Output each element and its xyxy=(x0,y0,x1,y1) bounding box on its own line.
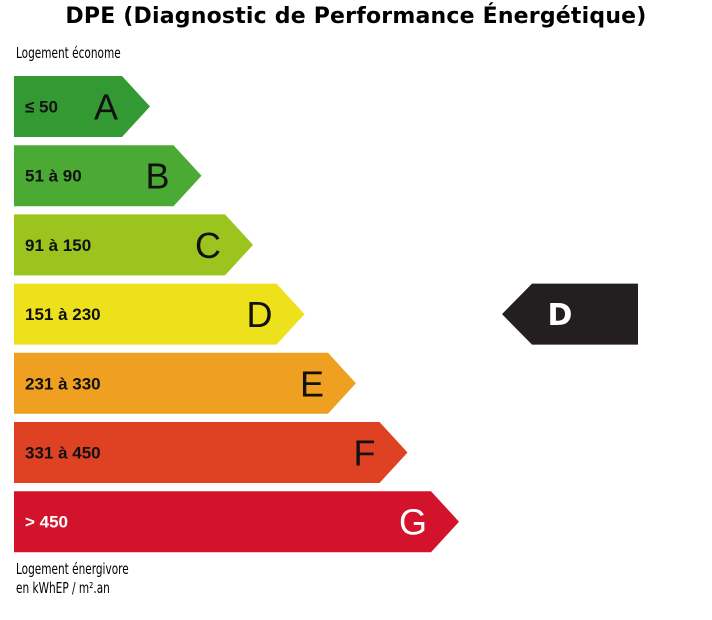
class-letter-d: D xyxy=(247,294,273,335)
rating-bar-e: 231 à 330 E xyxy=(14,352,356,414)
rating-bar-d: 151 à 230 D xyxy=(14,283,305,345)
rating-bar-shape-a xyxy=(14,76,150,137)
rating-bar-f: 331 à 450 F xyxy=(14,422,408,483)
rating-bar-shape-e xyxy=(14,352,356,414)
class-letter-g: G xyxy=(399,502,427,543)
range-label-a: ≤ 50 xyxy=(25,98,58,117)
unit-label: en kWhEP / m².an xyxy=(16,579,110,597)
class-letter-e: E xyxy=(300,363,324,404)
range-label-b: 51 à 90 xyxy=(25,167,82,186)
rating-bar-shape-d xyxy=(14,283,305,345)
current-rating-arrow xyxy=(502,283,638,345)
rating-bar-c: 91 à 150 C xyxy=(14,214,253,276)
rating-bar-b: 51 à 90 B xyxy=(14,145,202,207)
current-rating-indicator: D xyxy=(502,283,638,345)
rating-bar-shape-b xyxy=(14,145,202,207)
efficient-label: Logement économe xyxy=(16,44,121,62)
range-label-e: 231 à 330 xyxy=(25,374,101,393)
range-label-f: 331 à 450 xyxy=(25,444,101,463)
inefficient-label: Logement énergivore en kWhEP / m².an xyxy=(16,560,129,598)
inefficient-label-line1: Logement énergivore xyxy=(16,560,129,578)
range-label-d: 151 à 230 xyxy=(25,305,101,324)
rating-bar-shape-g xyxy=(14,491,459,553)
range-label-g: > 450 xyxy=(25,513,68,532)
rating-bar-a: ≤ 50 A xyxy=(14,76,150,137)
class-letter-c: C xyxy=(195,225,221,266)
range-label-c: 91 à 150 xyxy=(25,236,91,255)
rating-bar-shape-f xyxy=(14,422,408,483)
class-letter-a: A xyxy=(94,87,118,128)
chart-title: DPE (Diagnostic de Performance Énergétiq… xyxy=(65,4,647,29)
class-letter-b: B xyxy=(145,156,169,197)
class-letter-f: F xyxy=(354,433,376,474)
current-rating-letter: D xyxy=(548,298,573,333)
rating-bar-shape-c xyxy=(14,214,253,276)
rating-bar-g: > 450 G xyxy=(14,491,459,553)
